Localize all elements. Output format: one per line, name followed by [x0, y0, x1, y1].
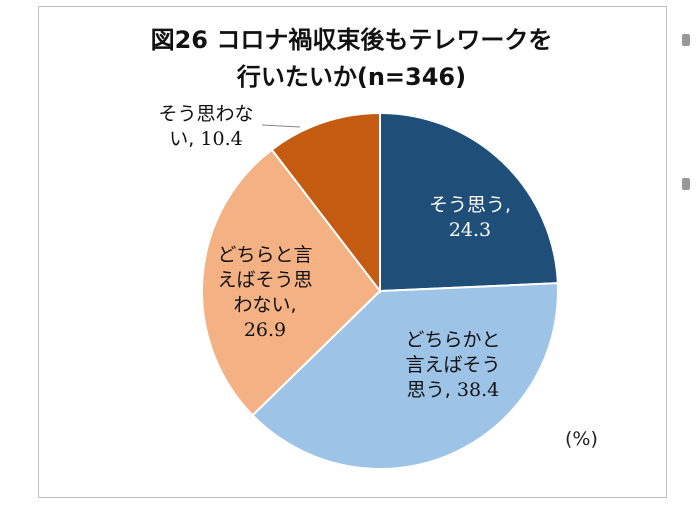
leader-line: [261, 124, 301, 128]
pie-slice-sou-omou: [379, 111, 559, 293]
slice-label-dochiraka-sou-omowanai: どちらと言 えばそう思 わない, 26.9: [200, 243, 330, 343]
pie-slice-dochiraka-sou-omou: [251, 282, 559, 470]
edge-mark: [682, 34, 690, 46]
slice-label-line: 言えばそう: [405, 354, 501, 376]
chart-title-line2: 行いたいか(n=346): [236, 63, 467, 91]
pie-slice-sou-omowanai: [270, 111, 381, 294]
slice-label-sou-omowanai: そう思わな い, 10.4: [146, 102, 266, 152]
slice-label-line: い,: [169, 128, 195, 150]
slice-value: 10.4: [200, 128, 243, 150]
pie-slice-dochiraka-sou-omowanai: [201, 148, 382, 417]
slice-label-line: 思う,: [406, 379, 451, 401]
slice-value: 38.4: [456, 379, 500, 401]
edge-mark: [682, 178, 690, 190]
slice-label-dochiraka-sou-omou: どちらかと 言えばそう 思う, 38.4: [378, 328, 528, 403]
chart-title-line1: 図26 コロナ禍収束後もテレワークを: [150, 26, 553, 54]
unit-label: (%): [565, 428, 598, 450]
slice-label-sou-omou: そう思う, 24.3: [405, 193, 535, 243]
slice-label-line: どちらと言: [217, 244, 313, 266]
edge-artifacts: [682, 0, 696, 512]
slice-value: 24.3: [448, 219, 492, 241]
slice-label-line: そう思わな: [158, 103, 254, 125]
chart-title: 図26 コロナ禍収束後もテレワークを 行いたいか(n=346): [38, 22, 665, 96]
slice-label-line: そう思う,: [428, 194, 512, 216]
slice-label-line: えばそう思: [217, 269, 313, 291]
slice-label-line: わない,: [233, 294, 297, 316]
slice-label-line: どちらかと: [405, 329, 501, 351]
slice-value: 26.9: [243, 319, 287, 341]
